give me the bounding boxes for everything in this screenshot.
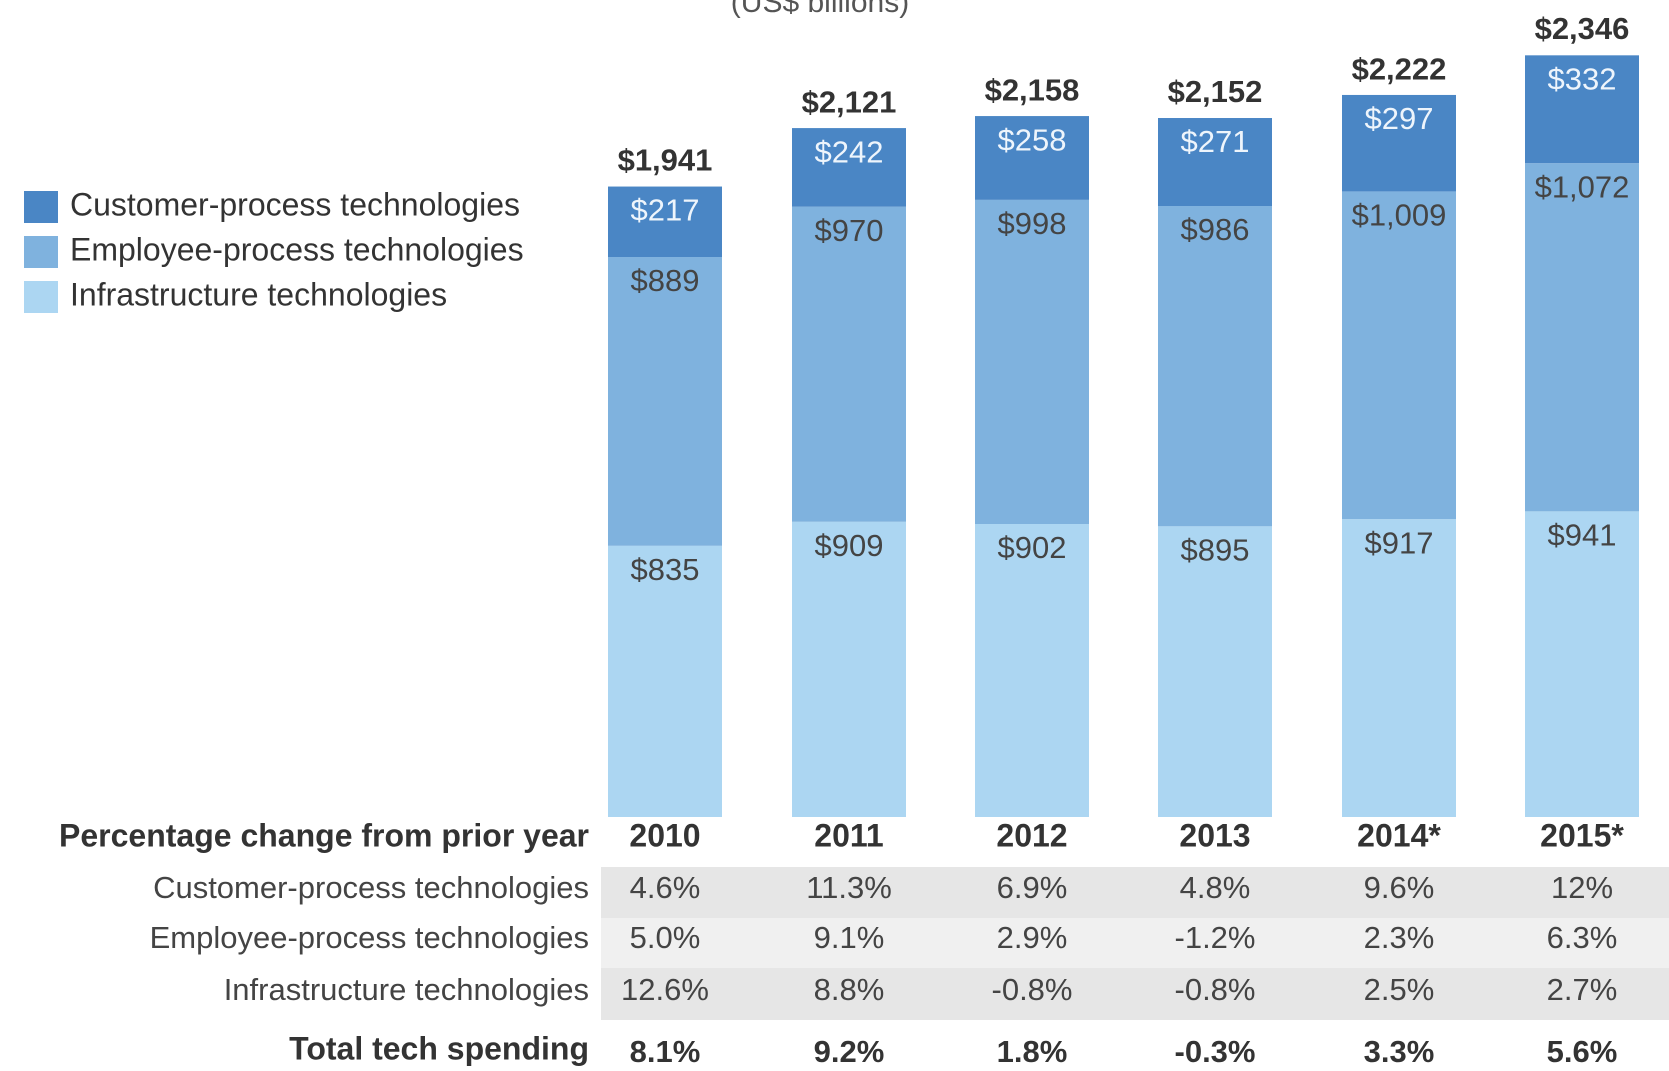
table-cell: 2.5% <box>1364 972 1435 1007</box>
bar-segment <box>975 116 1089 200</box>
total-label: $1,941 <box>618 143 713 178</box>
total-cell: 9.2% <box>814 1034 885 1069</box>
value-label: $1,009 <box>1352 198 1447 233</box>
bar-segment <box>1525 163 1639 512</box>
table-cell: 6.3% <box>1547 920 1618 955</box>
table-cell: 11.3% <box>806 870 892 905</box>
table-cell: 4.6% <box>630 870 701 905</box>
value-label: $297 <box>1365 101 1434 136</box>
bar-segment <box>1342 94 1456 192</box>
value-label: $271 <box>1181 124 1250 159</box>
table-cell: 2.3% <box>1364 920 1435 955</box>
bar-segment <box>1342 191 1456 520</box>
row-label: Employee-process technologies <box>150 920 589 955</box>
total-cell: 3.3% <box>1364 1034 1435 1069</box>
value-label: $902 <box>998 530 1067 565</box>
category-label: 2014* <box>1357 817 1441 853</box>
category-label: 2011 <box>814 817 883 853</box>
bar-segment <box>1525 55 1639 164</box>
total-cell: 5.6% <box>1547 1034 1618 1069</box>
table-band <box>601 867 1669 918</box>
bar-segment <box>1342 519 1456 817</box>
legend-label: Customer-process technologies <box>70 186 520 222</box>
table-band <box>601 968 1669 1020</box>
total-cell: 1.8% <box>997 1034 1068 1069</box>
category-label: 2013 <box>1179 817 1250 853</box>
total-label: $2,121 <box>802 84 897 119</box>
total-row-label: Total tech spending <box>289 1030 589 1066</box>
total-label: $2,158 <box>985 72 1080 107</box>
total-label: $2,222 <box>1352 51 1447 86</box>
row-label: Customer-process technologies <box>153 870 589 905</box>
value-label: $332 <box>1548 62 1617 97</box>
bar-segment <box>792 206 906 522</box>
legend-swatch <box>24 236 58 268</box>
chart-subtitle: (US$ billions) <box>731 0 909 19</box>
total-label: $2,346 <box>1535 11 1630 46</box>
value-label: $835 <box>631 552 700 587</box>
total-cell: 8.1% <box>630 1034 701 1069</box>
row-label: Infrastructure technologies <box>224 972 589 1007</box>
table-cell: 9.6% <box>1364 870 1435 905</box>
table-band <box>601 918 1669 968</box>
value-label: $1,072 <box>1535 169 1630 204</box>
total-label: $2,152 <box>1168 74 1263 109</box>
table-cell: -0.8% <box>992 972 1073 1007</box>
value-label: $909 <box>815 528 884 563</box>
category-label: 2012 <box>996 817 1067 853</box>
table-cell: 2.9% <box>997 920 1068 955</box>
bar-segment <box>1158 118 1272 207</box>
table-cell: 2.7% <box>1547 972 1618 1007</box>
category-label: 2015* <box>1540 817 1624 853</box>
value-label: $917 <box>1365 525 1434 560</box>
table-cell: 5.0% <box>630 920 701 955</box>
legend-swatch <box>24 191 58 223</box>
legend-label: Employee-process technologies <box>70 231 524 267</box>
value-label: $998 <box>998 206 1067 241</box>
category-label: 2010 <box>629 817 700 853</box>
table-cell: 4.8% <box>1180 870 1251 905</box>
total-cell: -0.3% <box>1175 1034 1256 1069</box>
value-label: $941 <box>1548 518 1617 553</box>
value-label: $895 <box>1181 532 1250 567</box>
bar-segment <box>608 257 722 546</box>
table-header: Percentage change from prior year <box>59 817 589 853</box>
bar-segment <box>608 186 722 258</box>
table-cell: 12.6% <box>621 972 709 1007</box>
legend-label: Infrastructure technologies <box>70 276 447 312</box>
value-label: $242 <box>815 134 884 169</box>
table-cell: -0.8% <box>1175 972 1256 1007</box>
table-cell: 8.8% <box>814 972 885 1007</box>
bar-segment <box>792 128 906 207</box>
value-label: $258 <box>998 122 1067 157</box>
bar-segment <box>1158 206 1272 527</box>
bar-segment <box>975 524 1089 817</box>
legend-swatch <box>24 281 58 313</box>
value-label: $986 <box>1181 212 1250 247</box>
table-cell: 12% <box>1551 870 1613 905</box>
table-cell: -1.2% <box>1175 920 1256 955</box>
bar-segment <box>792 521 906 817</box>
table-cell: 9.1% <box>814 920 885 955</box>
bar-segment <box>975 199 1089 525</box>
bar-segment <box>1158 526 1272 817</box>
value-label: $970 <box>815 213 884 248</box>
table-cell: 6.9% <box>997 870 1068 905</box>
value-label: $889 <box>631 263 700 298</box>
value-label: $217 <box>631 193 700 228</box>
bar-segment <box>1525 511 1639 817</box>
bar-segment <box>608 545 722 817</box>
